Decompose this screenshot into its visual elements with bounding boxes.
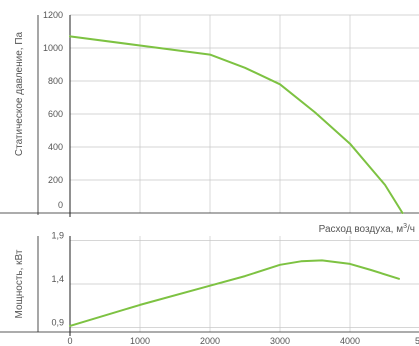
power-chart: 1,9 1,4 0,90 1000 2000 3000 4000 500 Мощность, к… (0, 230, 419, 346)
airflow-tick-label: 3000 (270, 336, 290, 346)
pressure-tick-label: 600 (48, 109, 63, 119)
pressure-tick-label: 1000 (43, 43, 63, 53)
pressure-curve (69, 35, 404, 214)
airflow-tick-label: 1000 (130, 336, 150, 346)
pressure-tick-label: 800 (48, 76, 63, 86)
airflow-tick-label: 2000 (200, 336, 220, 346)
power-tick-label: 1,9 (51, 230, 64, 240)
power-tick-label: 0,9 (51, 318, 64, 328)
power-tick-label: 1,4 (51, 274, 64, 284)
pressure-tick-label: 1200 (43, 10, 63, 20)
pressure-tick-label: 200 (48, 175, 63, 185)
pressure-chart: 1200 1000 800 600 400 200 0 Статическое давлени… (0, 10, 419, 217)
pressure-axis-title: Статическое давление, Па (14, 31, 25, 156)
pressure-tick-label: 0 (58, 200, 63, 210)
airflow-tick-label: 500 (415, 336, 419, 346)
pressure-tick-label: 400 (48, 142, 63, 152)
power-curve (69, 259, 400, 327)
power-axis-title: Мощность, кВт (14, 249, 25, 318)
airflow-tick-label: 0 (67, 336, 72, 346)
airflow-tick-label: 4000 (340, 336, 360, 346)
airflow-axis-title: Расход воздуха, м3/ч (319, 223, 415, 235)
